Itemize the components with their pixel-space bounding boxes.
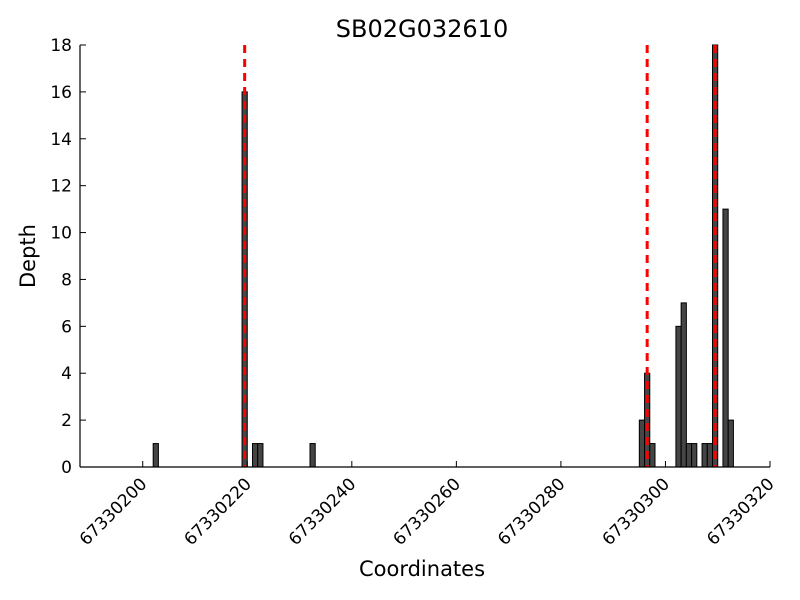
- x-tick-label-4: 67330280: [494, 474, 569, 549]
- bar-0: [152, 443, 159, 468]
- y-tick-label-3: 6: [61, 317, 72, 337]
- chart-title: SB02G032610: [336, 15, 508, 43]
- x-tick-label-0: 67330200: [76, 474, 151, 549]
- bar-16: [727, 419, 734, 468]
- bar-4: [309, 443, 316, 468]
- y-tick-label-8: 16: [50, 83, 72, 103]
- y-tick-label-5: 10: [50, 224, 72, 244]
- bar-9: [680, 302, 687, 468]
- x-tick-label-2: 67330240: [285, 474, 360, 549]
- x-tick-label-1: 67330220: [180, 474, 255, 549]
- y-tick-label-4: 8: [61, 270, 72, 290]
- y-tick-label-9: 18: [50, 36, 72, 56]
- bar-5: [638, 419, 646, 468]
- bar-11: [691, 443, 698, 468]
- y-tick-label-7: 14: [50, 130, 72, 150]
- bar-8: [675, 325, 682, 468]
- y-tick-label-1: 2: [61, 411, 72, 431]
- y-tick-label-2: 4: [61, 364, 72, 384]
- bar-2: [252, 443, 259, 468]
- x-tick-label-5: 67330300: [599, 474, 674, 549]
- ticks-layer: 0 2 4 6 8 10 12 14 16 18 67330200 67330220 67330240 6…: [50, 36, 778, 550]
- y-tick-label-0: 0: [61, 458, 72, 478]
- bar-13: [706, 443, 713, 468]
- x-axis-label: Coordinates: [359, 557, 485, 581]
- vlines-layer: [243, 45, 717, 467]
- bar-15: [722, 208, 729, 468]
- y-tick-label-6: 12: [50, 177, 72, 197]
- bar-12: [701, 443, 708, 468]
- axes-layer: [79, 45, 770, 468]
- x-tick-label-3: 67330260: [390, 474, 465, 549]
- y-axis-label: Depth: [16, 224, 40, 288]
- x-tick-label-6: 67330320: [703, 474, 778, 549]
- bar-7: [649, 443, 656, 468]
- bar-10: [685, 443, 693, 468]
- bar-3: [257, 443, 264, 468]
